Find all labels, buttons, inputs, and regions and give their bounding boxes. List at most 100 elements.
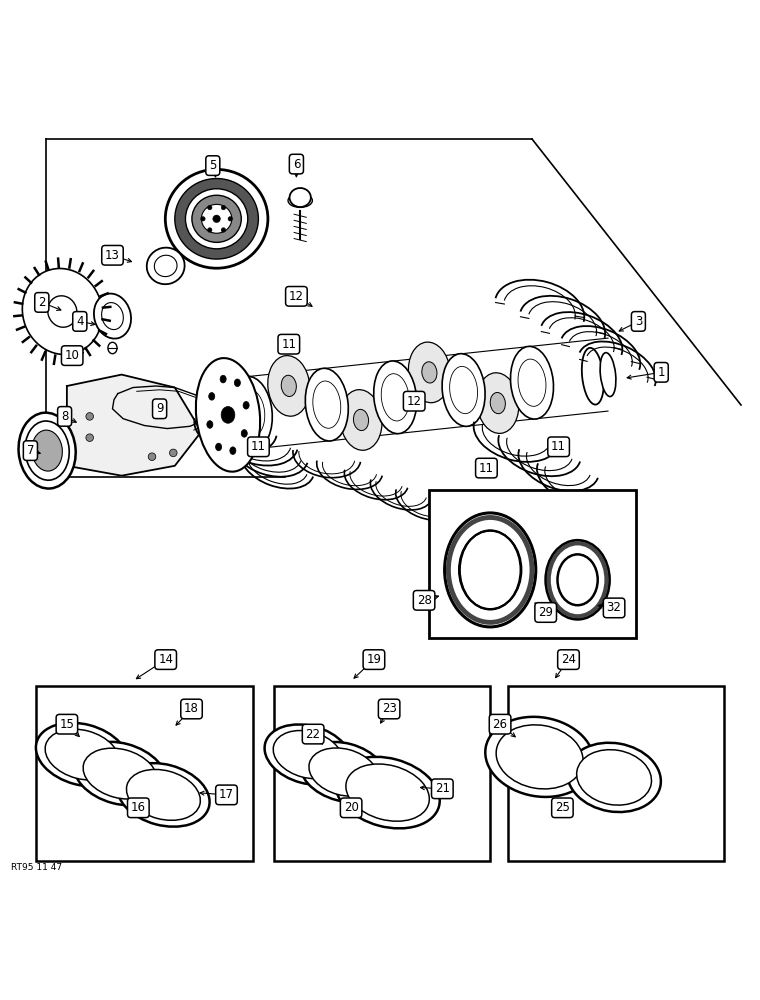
Ellipse shape	[281, 375, 296, 397]
Text: 17: 17	[219, 788, 234, 801]
Ellipse shape	[22, 268, 103, 355]
Ellipse shape	[442, 354, 485, 426]
Ellipse shape	[207, 205, 212, 210]
Ellipse shape	[221, 407, 235, 423]
Ellipse shape	[288, 194, 312, 207]
Ellipse shape	[207, 421, 213, 428]
Ellipse shape	[558, 555, 597, 605]
Ellipse shape	[108, 342, 117, 354]
Text: 11: 11	[281, 338, 296, 351]
Ellipse shape	[290, 188, 311, 207]
Text: 24: 24	[561, 653, 576, 666]
Text: 11: 11	[479, 462, 494, 475]
Ellipse shape	[25, 421, 69, 480]
Text: 11: 11	[251, 440, 266, 453]
Text: 11: 11	[551, 440, 566, 453]
Ellipse shape	[230, 447, 236, 454]
Ellipse shape	[422, 362, 437, 383]
Ellipse shape	[567, 743, 661, 812]
Text: 18: 18	[184, 702, 199, 716]
Text: 16: 16	[131, 801, 146, 814]
Text: 23: 23	[382, 702, 397, 716]
Ellipse shape	[201, 204, 232, 233]
Ellipse shape	[268, 356, 310, 416]
Ellipse shape	[300, 742, 387, 802]
Text: 8: 8	[61, 410, 68, 423]
Ellipse shape	[220, 375, 226, 383]
Text: 14: 14	[158, 653, 173, 666]
Ellipse shape	[241, 430, 247, 437]
Text: 25: 25	[555, 801, 570, 814]
Ellipse shape	[511, 346, 553, 419]
Text: 26: 26	[492, 718, 508, 731]
Text: 15: 15	[59, 718, 74, 731]
Text: 10: 10	[65, 349, 80, 362]
Text: 12: 12	[407, 395, 422, 408]
Ellipse shape	[230, 376, 272, 449]
Ellipse shape	[32, 430, 62, 471]
Polygon shape	[67, 375, 201, 476]
Bar	[249, 376, 329, 442]
Ellipse shape	[234, 379, 240, 387]
Bar	[274, 686, 490, 861]
Ellipse shape	[169, 449, 177, 457]
Bar	[429, 490, 636, 638]
Ellipse shape	[216, 443, 222, 451]
Bar	[508, 686, 724, 861]
Ellipse shape	[243, 401, 249, 409]
Ellipse shape	[83, 748, 157, 799]
Ellipse shape	[353, 409, 369, 431]
Text: 21: 21	[435, 782, 450, 795]
Ellipse shape	[460, 530, 521, 609]
Text: 20: 20	[344, 801, 359, 814]
Ellipse shape	[582, 348, 603, 405]
Ellipse shape	[94, 294, 131, 339]
Ellipse shape	[408, 342, 451, 403]
Ellipse shape	[36, 723, 128, 786]
Ellipse shape	[18, 413, 76, 489]
Ellipse shape	[207, 228, 212, 232]
Text: 5: 5	[209, 159, 217, 172]
Text: 22: 22	[306, 728, 321, 741]
Ellipse shape	[237, 389, 264, 436]
Ellipse shape	[86, 434, 93, 441]
Ellipse shape	[264, 724, 351, 785]
Text: 3: 3	[635, 315, 642, 328]
Ellipse shape	[600, 353, 616, 397]
Ellipse shape	[148, 453, 156, 460]
Ellipse shape	[48, 296, 77, 327]
Ellipse shape	[450, 366, 477, 414]
Ellipse shape	[486, 717, 594, 797]
Bar	[394, 361, 466, 427]
Ellipse shape	[445, 513, 536, 627]
Text: 1: 1	[657, 366, 665, 379]
Ellipse shape	[165, 169, 268, 268]
Ellipse shape	[117, 763, 210, 827]
Text: 32: 32	[606, 601, 622, 614]
Ellipse shape	[518, 359, 546, 406]
Ellipse shape	[209, 393, 215, 400]
Ellipse shape	[490, 392, 505, 414]
Ellipse shape	[228, 217, 233, 221]
Ellipse shape	[496, 725, 583, 789]
Text: 12: 12	[289, 290, 304, 303]
Ellipse shape	[45, 729, 119, 780]
Ellipse shape	[313, 381, 340, 428]
Text: 6: 6	[293, 158, 300, 171]
Ellipse shape	[346, 764, 429, 821]
Ellipse shape	[147, 248, 185, 284]
Ellipse shape	[86, 413, 93, 420]
Bar	[462, 354, 534, 419]
Bar	[36, 686, 253, 861]
Ellipse shape	[221, 205, 226, 210]
Ellipse shape	[340, 390, 382, 450]
Ellipse shape	[309, 748, 378, 796]
Ellipse shape	[273, 730, 343, 779]
Text: 13: 13	[105, 249, 120, 262]
Text: 19: 19	[366, 653, 382, 666]
Ellipse shape	[477, 373, 519, 433]
Text: 9: 9	[156, 402, 163, 415]
Bar	[325, 368, 397, 434]
Text: 7: 7	[27, 444, 34, 457]
Ellipse shape	[192, 195, 241, 242]
